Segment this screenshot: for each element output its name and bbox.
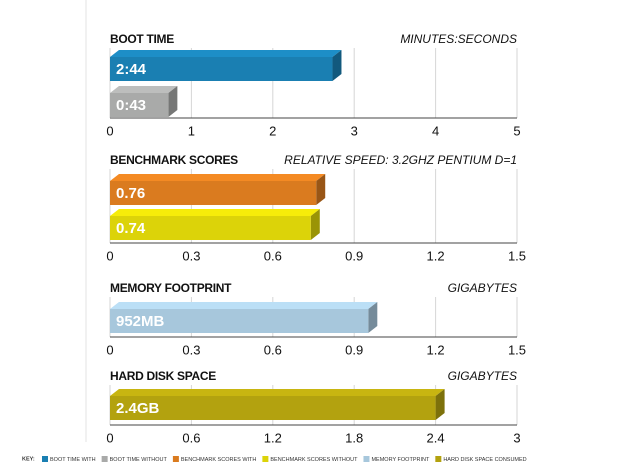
x-tick-label: 1.2 [264, 430, 282, 445]
bar [110, 396, 436, 420]
legend-label: HARD DISK SPACE CONSUMED [443, 457, 526, 463]
bar-side [168, 86, 178, 117]
legend-label: BOOT TIME WITHOUT [110, 457, 168, 463]
x-tick-label: 1.8 [345, 430, 363, 445]
value-label: 0.76 [116, 185, 145, 202]
x-tick-label: 0.6 [264, 248, 282, 263]
x-tick-label: 1 [188, 123, 195, 138]
bar-top [110, 50, 342, 57]
x-tick-label: 1.2 [427, 342, 445, 357]
bar-side [310, 209, 320, 240]
unit-label: RELATIVE SPEED: 3.2GHZ PENTIUM D=1 [284, 153, 517, 167]
value-label: 952MB [116, 313, 165, 330]
x-tick-label: 0.6 [182, 430, 200, 445]
bar [110, 93, 169, 117]
x-tick-label: 0 [106, 342, 113, 357]
bar-top [110, 209, 320, 216]
x-tick-label: 3 [513, 430, 520, 445]
legend-swatch [363, 456, 370, 462]
legend-swatch [172, 456, 179, 462]
legend-swatch [435, 456, 442, 462]
legend-swatch [262, 456, 269, 462]
legend-title: KEY: [22, 456, 35, 462]
x-tick-label: 2 [269, 123, 276, 138]
panel-title: HARD DISK SPACE [110, 369, 216, 383]
bar-side [332, 50, 342, 81]
panel-title: MEMORY FOOTPRINT [110, 281, 232, 295]
x-tick-label: 0 [106, 248, 113, 263]
x-tick-label: 4 [432, 123, 439, 138]
x-tick-label: 3 [351, 123, 358, 138]
bar-side [316, 174, 326, 205]
value-label: 0:43 [116, 97, 146, 114]
value-label: 2.4GB [116, 400, 160, 417]
legend-label: MEMORY FOOTPRINT [371, 457, 429, 463]
bar [110, 57, 333, 81]
bar [110, 216, 311, 240]
value-label: 2:44 [116, 61, 147, 78]
bar [110, 181, 317, 205]
legend-label: BENCHMARK SCORES WITH [181, 457, 257, 463]
x-tick-label: 5 [513, 123, 520, 138]
x-tick-label: 1.5 [508, 342, 526, 357]
legend-swatch [101, 456, 108, 462]
unit-label: MINUTES:SECONDS [400, 32, 517, 46]
x-tick-label: 0.3 [182, 248, 200, 263]
unit-label: GIGABYTES [448, 281, 517, 295]
legend-label: BOOT TIME WITH [50, 457, 96, 463]
x-tick-label: 0.9 [345, 342, 363, 357]
bar-top [110, 302, 378, 309]
bar-top [110, 389, 445, 396]
bar [110, 309, 369, 333]
panel-title: BOOT TIME [110, 32, 174, 46]
legend-swatch [42, 456, 48, 462]
bar-side [435, 389, 445, 420]
x-tick-label: 1.5 [508, 248, 526, 263]
value-label: 0.74 [116, 220, 146, 237]
x-tick-label: 0 [106, 430, 113, 445]
x-tick-label: 0.6 [264, 342, 282, 357]
bar-side [368, 302, 378, 333]
x-tick-label: 0.3 [182, 342, 200, 357]
bar-top [110, 86, 178, 93]
x-tick-label: 0.9 [345, 248, 363, 263]
x-tick-label: 1.2 [427, 248, 445, 263]
legend-label: BENCHMARK SCORES WITHOUT [270, 457, 358, 463]
unit-label: GIGABYTES [448, 369, 517, 383]
bar-top [110, 174, 326, 181]
x-tick-label: 2.4 [427, 430, 445, 445]
x-tick-label: 0 [106, 123, 113, 138]
panel-title: BENCHMARK SCORES [110, 153, 238, 167]
